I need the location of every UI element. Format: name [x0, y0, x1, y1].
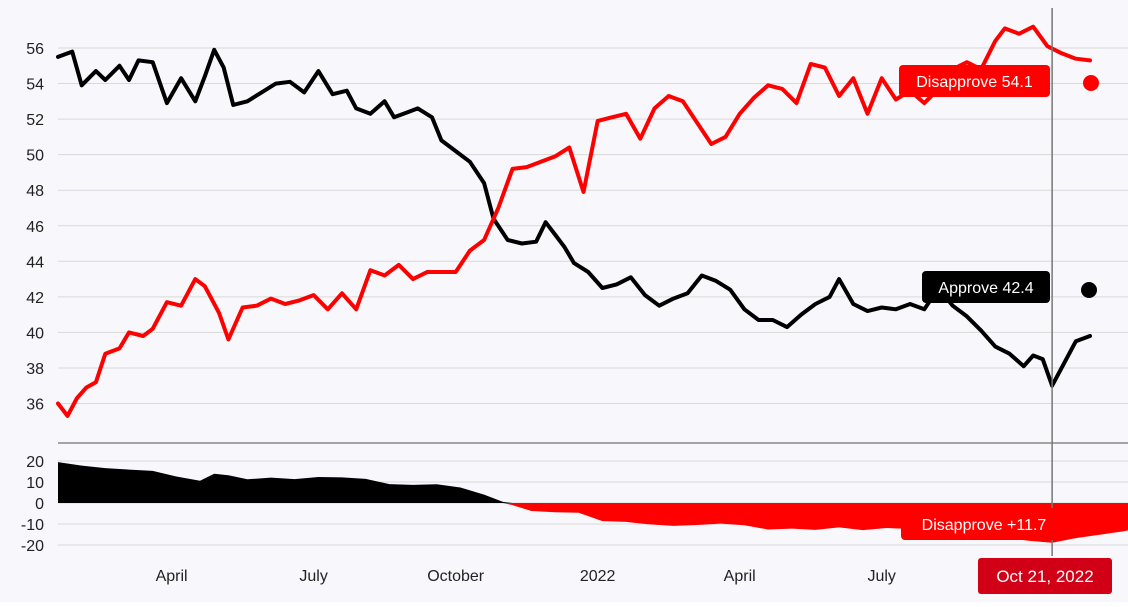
main-y-tick-label: 42 [26, 290, 44, 307]
main-y-tick-label: 56 [26, 41, 44, 58]
x-tick-label: October [427, 568, 485, 585]
x-tick-label: July [299, 568, 327, 585]
main-y-tick-label: 44 [26, 254, 44, 271]
date-badge: Oct 21, 2022 [978, 558, 1112, 594]
x-tick-label: April [724, 568, 756, 585]
net-y-ticks: -20 -10 0 10 20 [21, 454, 44, 555]
net-area-approve [58, 462, 1128, 503]
x-tick-label: July [867, 568, 895, 585]
approve-label-text: Approve 42.4 [938, 280, 1033, 297]
disapprove-label-text: Disapprove 54.1 [916, 74, 1033, 91]
net-hover-dot [1083, 519, 1099, 535]
x-axis-ticks: April July October 2022 April July [156, 568, 896, 585]
main-y-tick-label: 54 [26, 77, 44, 94]
main-y-tick-label: 46 [26, 219, 44, 236]
net-label-text: Disapprove +11.7 [922, 517, 1047, 534]
x-tick-label: April [156, 568, 188, 585]
net-area-disapprove [58, 503, 1128, 543]
approve-label-box [922, 271, 1050, 303]
net-label-box [901, 508, 1067, 540]
net-y-tick-label: -20 [21, 538, 44, 555]
x-tick-label: 2022 [580, 568, 616, 585]
disapprove-label-box [899, 65, 1050, 97]
net-area [58, 462, 1128, 543]
main-y-tick-label: 36 [26, 397, 44, 414]
date-badge-box [978, 558, 1112, 594]
main-y-tick-label: 50 [26, 148, 44, 165]
approve-series-line [56, 47, 1092, 388]
approve-hover-dot [1081, 282, 1097, 298]
disapprove-hover-dot [1083, 75, 1099, 91]
net-y-tick-label: 10 [26, 475, 44, 492]
main-y-tick-label: 48 [26, 183, 44, 200]
net-y-tick-label: 0 [35, 496, 44, 513]
main-y-ticks: 36 38 40 42 44 46 48 50 52 54 56 [26, 41, 44, 414]
net-y-tick-label: -10 [21, 517, 44, 534]
approve-label-badge: Approve 42.4 [922, 271, 1050, 303]
disapprove-label-badge: Disapprove 54.1 [899, 65, 1050, 97]
main-y-tick-label: 38 [26, 361, 44, 378]
net-label-badge: Disapprove +11.7 [901, 508, 1067, 540]
date-badge-text: Oct 21, 2022 [996, 567, 1093, 586]
net-y-tick-label: 20 [26, 454, 44, 471]
main-y-tick-label: 52 [26, 112, 44, 129]
main-y-tick-label: 40 [26, 325, 44, 342]
